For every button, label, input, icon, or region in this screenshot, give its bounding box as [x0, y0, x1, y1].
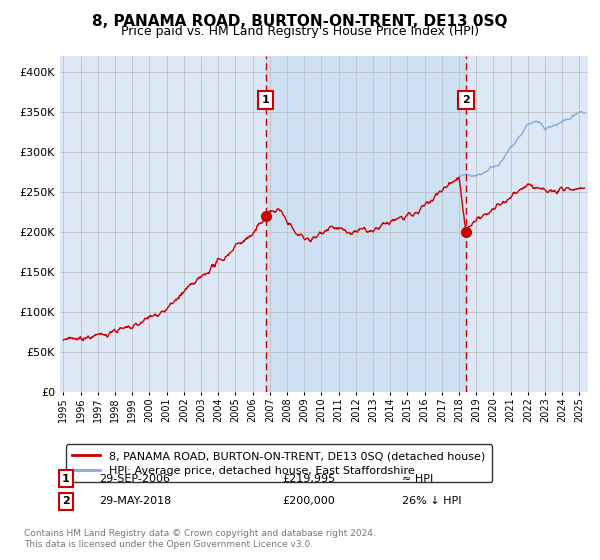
Text: 26% ↓ HPI: 26% ↓ HPI [402, 496, 461, 506]
Text: 8, PANAMA ROAD, BURTON-ON-TRENT, DE13 0SQ: 8, PANAMA ROAD, BURTON-ON-TRENT, DE13 0S… [92, 14, 508, 29]
Text: 2: 2 [463, 95, 470, 105]
Bar [266, 56, 466, 392]
Text: 29-MAY-2018: 29-MAY-2018 [99, 496, 171, 506]
Text: 2: 2 [62, 496, 70, 506]
Text: Contains HM Land Registry data © Crown copyright and database right 2024.
This d: Contains HM Land Registry data © Crown c… [24, 529, 376, 549]
Text: £200,000: £200,000 [282, 496, 335, 506]
Text: ≈ HPI: ≈ HPI [402, 474, 433, 484]
Text: 1: 1 [62, 474, 70, 484]
Text: £219,995: £219,995 [282, 474, 335, 484]
Text: 29-SEP-2006: 29-SEP-2006 [99, 474, 170, 484]
Text: Price paid vs. HM Land Registry's House Price Index (HPI): Price paid vs. HM Land Registry's House … [121, 25, 479, 38]
Text: 1: 1 [262, 95, 269, 105]
Legend: 8, PANAMA ROAD, BURTON-ON-TRENT, DE13 0SQ (detached house), HPI: Average price, : 8, PANAMA ROAD, BURTON-ON-TRENT, DE13 0S… [65, 445, 492, 482]
